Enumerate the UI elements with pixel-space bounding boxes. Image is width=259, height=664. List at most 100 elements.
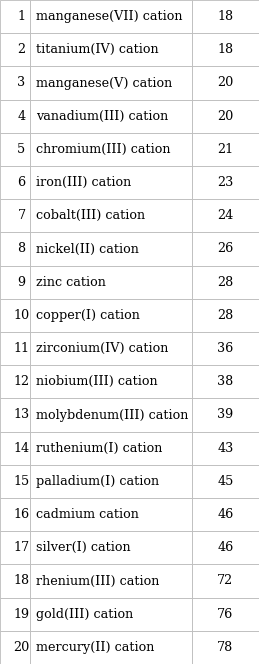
Bar [0, 166, 30, 199]
Bar [0, 299, 30, 332]
Text: cobalt(III) cation: cobalt(III) cation [36, 209, 145, 222]
Bar [192, 0, 259, 33]
Bar [0, 598, 30, 631]
Bar [192, 66, 259, 100]
Text: 76: 76 [217, 608, 233, 621]
Text: mercury(II) cation: mercury(II) cation [36, 641, 155, 654]
Bar [0, 564, 30, 598]
Text: 26: 26 [217, 242, 233, 256]
Bar [30, 0, 192, 33]
Bar [0, 133, 30, 166]
Bar [30, 133, 192, 166]
Text: zirconium(IV) cation: zirconium(IV) cation [36, 342, 169, 355]
Bar [192, 299, 259, 332]
Text: 12: 12 [13, 375, 30, 388]
Text: 14: 14 [13, 442, 30, 455]
Bar [192, 465, 259, 498]
Bar [30, 564, 192, 598]
Bar [192, 631, 259, 664]
Bar [0, 266, 30, 299]
Bar [0, 100, 30, 133]
Bar [30, 199, 192, 232]
Text: 18: 18 [217, 43, 233, 56]
Text: 19: 19 [13, 608, 30, 621]
Bar [30, 232, 192, 266]
Text: 43: 43 [217, 442, 233, 455]
Text: manganese(V) cation: manganese(V) cation [36, 76, 172, 90]
Text: chromium(III) cation: chromium(III) cation [36, 143, 171, 156]
Text: nickel(II) cation: nickel(II) cation [36, 242, 139, 256]
Bar [192, 531, 259, 564]
Bar [192, 564, 259, 598]
Text: molybdenum(III) cation: molybdenum(III) cation [36, 408, 189, 422]
Bar [192, 100, 259, 133]
Text: 20: 20 [217, 110, 233, 123]
Text: 16: 16 [13, 508, 30, 521]
Bar [192, 33, 259, 66]
Bar [0, 465, 30, 498]
Bar [0, 332, 30, 365]
Text: iron(III) cation: iron(III) cation [36, 176, 132, 189]
Text: ruthenium(I) cation: ruthenium(I) cation [36, 442, 163, 455]
Text: 17: 17 [13, 541, 30, 554]
Bar [30, 33, 192, 66]
Text: 6: 6 [17, 176, 25, 189]
Text: rhenium(III) cation: rhenium(III) cation [36, 574, 160, 588]
Bar [30, 398, 192, 432]
Text: 38: 38 [217, 375, 233, 388]
Text: 8: 8 [17, 242, 25, 256]
Text: 78: 78 [217, 641, 233, 654]
Bar [0, 631, 30, 664]
Text: 46: 46 [217, 508, 233, 521]
Bar [30, 531, 192, 564]
Bar [30, 432, 192, 465]
Bar [0, 432, 30, 465]
Bar [0, 398, 30, 432]
Text: 23: 23 [217, 176, 233, 189]
Bar [192, 598, 259, 631]
Bar [0, 33, 30, 66]
Bar [30, 498, 192, 531]
Text: 39: 39 [217, 408, 233, 422]
Bar [192, 398, 259, 432]
Bar [192, 133, 259, 166]
Text: titanium(IV) cation: titanium(IV) cation [36, 43, 159, 56]
Text: palladium(I) cation: palladium(I) cation [36, 475, 159, 488]
Text: 36: 36 [217, 342, 233, 355]
Text: niobium(III) cation: niobium(III) cation [36, 375, 158, 388]
Text: 5: 5 [17, 143, 26, 156]
Bar [30, 299, 192, 332]
Bar [30, 365, 192, 398]
Text: 28: 28 [217, 276, 233, 289]
Bar [0, 232, 30, 266]
Bar [30, 100, 192, 133]
Text: 21: 21 [217, 143, 233, 156]
Bar [30, 631, 192, 664]
Bar [192, 332, 259, 365]
Bar [30, 465, 192, 498]
Bar [30, 332, 192, 365]
Bar [192, 498, 259, 531]
Bar [0, 531, 30, 564]
Text: 3: 3 [17, 76, 25, 90]
Bar [192, 199, 259, 232]
Text: 10: 10 [13, 309, 30, 322]
Text: manganese(VII) cation: manganese(VII) cation [36, 10, 183, 23]
Bar [192, 232, 259, 266]
Bar [192, 266, 259, 299]
Text: 7: 7 [17, 209, 25, 222]
Text: 11: 11 [13, 342, 30, 355]
Text: vanadium(III) cation: vanadium(III) cation [36, 110, 169, 123]
Text: zinc cation: zinc cation [36, 276, 106, 289]
Bar [30, 266, 192, 299]
Text: 1: 1 [17, 10, 25, 23]
Bar [30, 66, 192, 100]
Bar [192, 166, 259, 199]
Bar [0, 365, 30, 398]
Bar [192, 432, 259, 465]
Text: 20: 20 [217, 76, 233, 90]
Bar [0, 0, 30, 33]
Text: gold(III) cation: gold(III) cation [36, 608, 133, 621]
Bar [0, 66, 30, 100]
Text: 20: 20 [13, 641, 30, 654]
